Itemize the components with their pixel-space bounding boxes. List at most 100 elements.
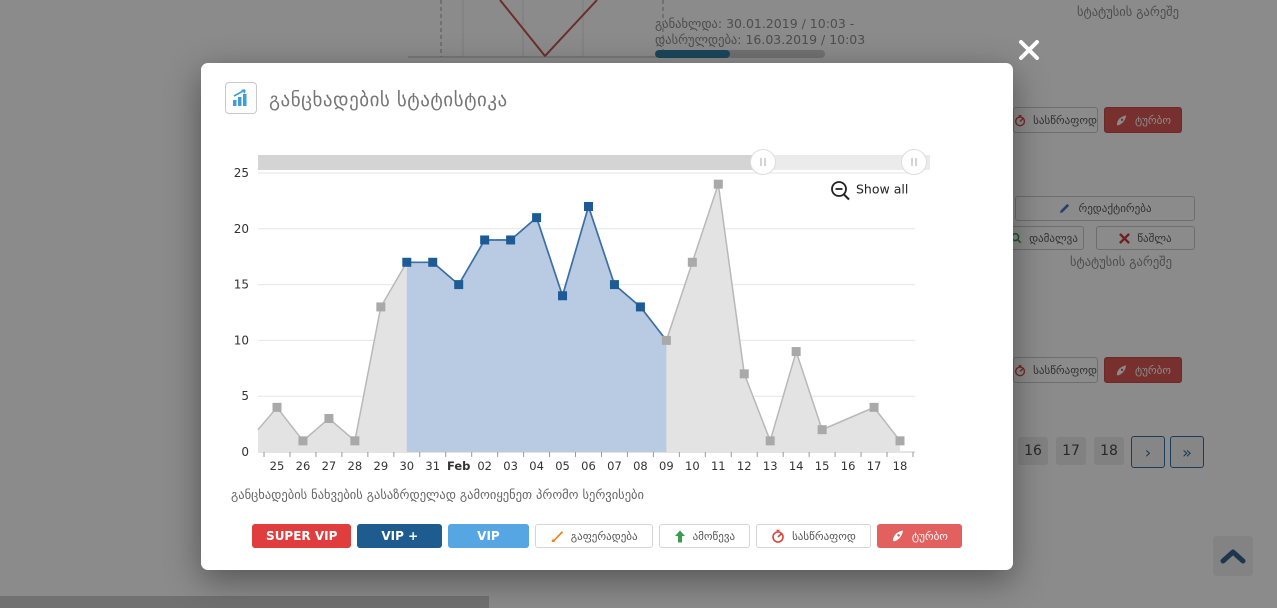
x-axis-label: 03 bbox=[503, 459, 518, 473]
modal-title: განცხადების სტატისტიკა bbox=[269, 89, 508, 111]
data-point-marker bbox=[532, 213, 542, 223]
data-point-marker bbox=[558, 291, 568, 301]
data-point-marker bbox=[272, 402, 282, 412]
pencil-icon bbox=[1060, 203, 1070, 214]
navigator-handle-right[interactable] bbox=[901, 149, 927, 175]
stopwatch-icon bbox=[1015, 364, 1026, 376]
data-point-marker bbox=[428, 257, 438, 267]
navigator-range[interactable] bbox=[258, 155, 763, 170]
modal-close-button[interactable] bbox=[1016, 38, 1042, 64]
turbo-label: ტურბო bbox=[1134, 363, 1172, 377]
x-axis-label: 05 bbox=[555, 459, 570, 473]
data-point-marker bbox=[635, 302, 645, 312]
delete-x-icon bbox=[1119, 232, 1131, 244]
data-point-marker bbox=[402, 257, 412, 267]
stopwatch-icon bbox=[1015, 114, 1026, 126]
data-point-marker bbox=[765, 436, 775, 446]
colorize-label: გაფერადება bbox=[570, 529, 638, 543]
vip-plus-button[interactable]: VIP + bbox=[357, 524, 443, 548]
data-point-marker bbox=[713, 179, 723, 189]
data-point-marker bbox=[506, 235, 516, 245]
promo-buttons-row: SUPER VIP VIP + VIP გაფერადება ამოწევა ს… bbox=[201, 524, 1013, 548]
chart-icon bbox=[225, 82, 257, 114]
listing-progress-fill bbox=[655, 50, 730, 58]
x-axis-label: 14 bbox=[789, 459, 804, 473]
handle-circle[interactable] bbox=[750, 149, 776, 175]
scroll-to-top-button[interactable] bbox=[1213, 536, 1253, 576]
y-axis-label: 10 bbox=[234, 333, 249, 347]
page-next-button[interactable]: › bbox=[1131, 436, 1165, 468]
raise-up-label: ამოწევა bbox=[692, 529, 736, 543]
series-area-selected bbox=[406, 206, 667, 452]
background-mini-chart bbox=[408, 0, 666, 58]
hide-label: დამალვა bbox=[1029, 231, 1078, 245]
data-point-marker bbox=[661, 335, 671, 345]
y-axis-label: 20 bbox=[234, 222, 249, 236]
handle-circle[interactable] bbox=[901, 149, 927, 175]
x-axis-label: Feb bbox=[447, 459, 470, 473]
x-axis-label: 12 bbox=[737, 459, 752, 473]
zoom-out-icon bbox=[831, 181, 847, 197]
arrow-up-icon bbox=[674, 530, 685, 542]
hide-button-bg[interactable]: დამალვა bbox=[1004, 226, 1084, 250]
turbo-button-bg-2[interactable]: ტურბო bbox=[1104, 357, 1182, 383]
turbo-button[interactable]: ტურბო bbox=[876, 524, 962, 548]
page-last-button[interactable]: » bbox=[1170, 436, 1204, 468]
show-all-label: Show all bbox=[856, 182, 908, 197]
x-axis-label: 29 bbox=[374, 459, 389, 473]
stopwatch-icon bbox=[772, 529, 784, 543]
colorize-button[interactable]: გაფერადება bbox=[534, 524, 653, 548]
y-axis-label: 15 bbox=[234, 278, 249, 292]
status-text-top: სტატუსის გარეშე bbox=[1077, 4, 1179, 19]
page-17[interactable]: 17 bbox=[1056, 437, 1086, 465]
modal-caption: განცხადების ნახვების გასაზრდელად გამოიყე… bbox=[231, 487, 644, 502]
delete-button-bg[interactable]: წაშლა bbox=[1096, 226, 1195, 250]
x-axis-label: 17 bbox=[867, 459, 882, 473]
x-axis-label: 31 bbox=[425, 459, 440, 473]
show-all-button[interactable]: Show all bbox=[831, 181, 908, 201]
urgent-label: სასწრაფოდ bbox=[1033, 363, 1097, 377]
vip-button[interactable]: VIP bbox=[448, 524, 529, 548]
super-vip-button[interactable]: SUPER VIP bbox=[252, 524, 352, 548]
x-axis-label: 27 bbox=[322, 459, 337, 473]
x-axis-label: 28 bbox=[348, 459, 363, 473]
statistics-modal: განცხადების სტატისტიკა 0 5 10 15 20 25 25 26 27 2… bbox=[201, 63, 1013, 570]
x-axis-label: 02 bbox=[477, 459, 492, 473]
edit-button-bg[interactable]: რედაქტირება bbox=[1015, 196, 1195, 221]
navigator-handle-left[interactable] bbox=[750, 149, 776, 175]
footer-strip bbox=[0, 596, 489, 608]
zoom-out-handle bbox=[843, 193, 850, 201]
x-axis-label: 13 bbox=[763, 459, 778, 473]
data-point-marker bbox=[480, 235, 490, 245]
x-axis-label: 08 bbox=[633, 459, 648, 473]
y-axis-label: 0 bbox=[241, 445, 249, 459]
page-16[interactable]: 16 bbox=[1018, 437, 1048, 465]
data-point-marker bbox=[324, 414, 334, 424]
rocket-icon bbox=[1116, 114, 1127, 125]
y-axis-label: 25 bbox=[234, 166, 249, 180]
y-axis-label: 5 bbox=[241, 389, 249, 403]
rocket-icon bbox=[1116, 364, 1127, 375]
urgent-button-bg-2[interactable]: სასწრაფოდ bbox=[1013, 357, 1098, 383]
urgent-label: სასწრაფოდ bbox=[1033, 113, 1097, 127]
paintbrush-icon bbox=[551, 531, 563, 543]
page-18[interactable]: 18 bbox=[1094, 437, 1124, 465]
raise-up-button[interactable]: ამოწევა bbox=[658, 524, 751, 548]
edit-label: რედაქტირება bbox=[1078, 202, 1152, 215]
x-axis-label: 26 bbox=[296, 459, 311, 473]
urgent-button-bg-1[interactable]: სასწრაფოდ bbox=[1013, 107, 1098, 133]
updated-date: განახლდა: 30.01.2019 / 10:03 - bbox=[655, 16, 855, 31]
data-point-marker bbox=[376, 302, 386, 312]
x-axis-label: 06 bbox=[581, 459, 596, 473]
close-icon bbox=[1019, 40, 1039, 60]
chevron-up-icon bbox=[1220, 549, 1246, 564]
urgent-button[interactable]: სასწრაფოდ bbox=[756, 524, 871, 548]
data-point-marker bbox=[454, 280, 464, 290]
x-axis-label: 16 bbox=[841, 459, 856, 473]
turbo-button-bg-1[interactable]: ტურბო bbox=[1104, 107, 1182, 133]
status-text-mid: სტატუსის გარეშე bbox=[1070, 254, 1172, 269]
data-point-marker bbox=[609, 280, 619, 290]
urgent-label: სასწრაფოდ bbox=[792, 529, 856, 543]
x-axis-label: 15 bbox=[815, 459, 830, 473]
